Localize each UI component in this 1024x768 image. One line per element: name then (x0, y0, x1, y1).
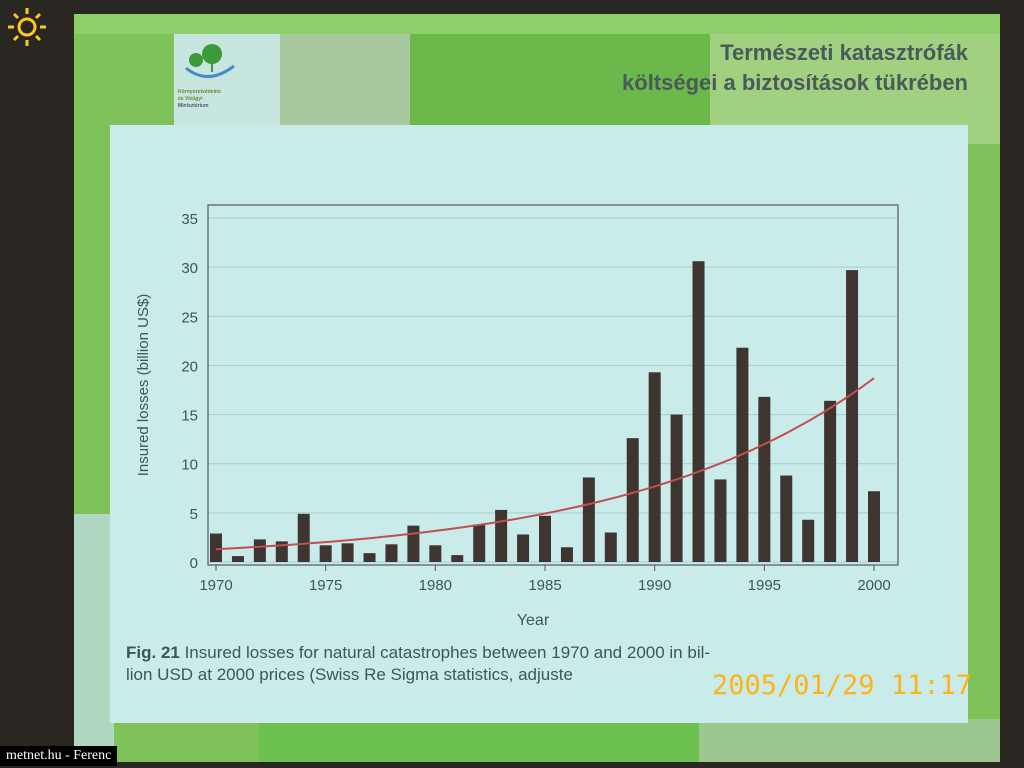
x-tick-label: 1970 (199, 577, 232, 594)
bar-1996 (780, 475, 793, 562)
bar-1993 (714, 479, 727, 562)
bar-1973 (275, 541, 288, 562)
y-tick-label: 25 (181, 309, 198, 326)
bar-1977 (363, 553, 376, 562)
x-tick-label: 1995 (748, 577, 781, 594)
x-tick-label: 1990 (638, 577, 671, 594)
bar-1975 (319, 545, 332, 562)
bar-1971 (231, 556, 244, 562)
bar-1985 (539, 515, 551, 562)
y-tick-label: 5 (190, 506, 198, 523)
bar-1991 (670, 414, 683, 562)
slide-title: Természeti katasztrófák költségei a bizt… (622, 38, 968, 98)
x-tick-label: 1985 (528, 577, 561, 594)
slide-title-line-2: költségei a biztosítások tükrében (622, 70, 968, 95)
bar-1979 (407, 525, 420, 562)
bar-1989 (626, 438, 639, 562)
photo-timestamp: 2005/01/29 11:17 (712, 670, 973, 701)
ministry-logo: Környezetvédelmi és Vízügyi Minisztérium (178, 40, 258, 140)
bar-1987 (582, 477, 595, 562)
bar-1990 (648, 372, 661, 562)
bar-1992 (692, 261, 705, 562)
bar-1986 (560, 547, 573, 562)
y-tick-label: 10 (181, 457, 198, 474)
logo-text-2: és Vízügyi (178, 96, 203, 102)
caption-line-2: lion USD at 2000 prices (Swiss Re Sigma … (126, 665, 573, 684)
bar-1980 (429, 545, 442, 562)
y-axis-label: Insured losses (billion US$) (135, 294, 152, 477)
plot-frame (207, 204, 899, 566)
x-tick-label: 1980 (419, 577, 452, 594)
x-tick-label: 2000 (857, 577, 890, 594)
bar-1995 (758, 396, 771, 562)
y-tick-label: 0 (190, 555, 198, 572)
bar-1974 (297, 513, 310, 562)
logo-text-3: Minisztérium (178, 103, 209, 109)
bar-1978 (385, 544, 398, 562)
logo-text-1: Környezetvédelmi (178, 89, 221, 95)
x-tick-label: 1975 (309, 577, 342, 594)
y-tick-label: 20 (181, 358, 198, 375)
bar-1997 (802, 519, 815, 562)
bar-1976 (341, 543, 354, 562)
bar-1999 (846, 270, 859, 562)
trend-line (215, 377, 875, 551)
y-tick-label: 35 (181, 211, 198, 228)
caption-label: Fig. 21 (126, 643, 180, 662)
sun-icon (8, 8, 46, 46)
tree-logo-icon (185, 44, 235, 78)
caption-line-1: Insured losses for natural catastrophes … (179, 643, 711, 662)
bar-1972 (253, 539, 266, 562)
bar-1982 (473, 524, 486, 562)
y-tick-label: 15 (181, 408, 198, 425)
bar-1981 (451, 555, 464, 562)
bar-1984 (517, 534, 530, 562)
slide-title-line-1: Természeti katasztrófák (720, 40, 968, 65)
bar-1998 (824, 400, 837, 562)
y-tick-label: 30 (181, 260, 198, 277)
bar-1988 (604, 532, 617, 562)
bar-1970 (210, 533, 222, 562)
bar-1983 (495, 509, 508, 562)
figure-caption: Fig. 21 Insured losses for natural catas… (126, 642, 926, 686)
bar-2000 (868, 491, 880, 562)
photo-credit: metnet.hu - Ferenc (0, 746, 118, 766)
x-axis-label: Year (517, 612, 550, 629)
